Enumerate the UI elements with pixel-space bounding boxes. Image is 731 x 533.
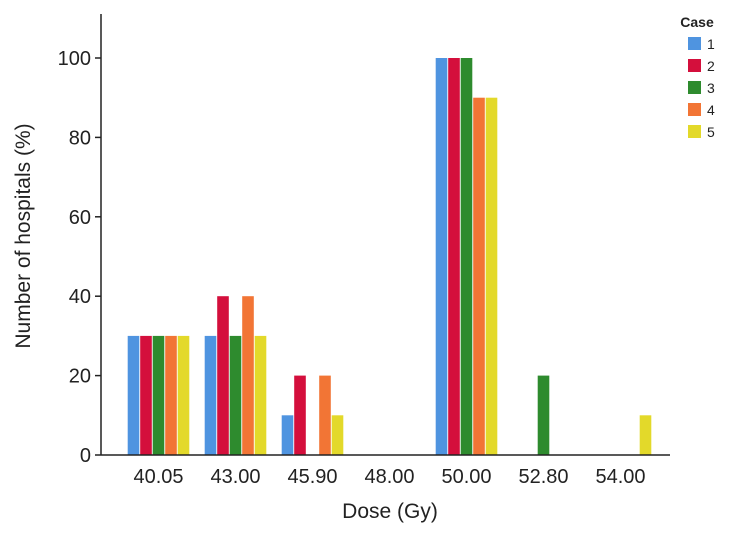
legend-label-5: 5 bbox=[707, 124, 715, 140]
legend-label-4: 4 bbox=[707, 102, 715, 118]
x-ticks: 40.05 43.00 45.90 48.00 50.00 52.80 54.00 bbox=[133, 466, 645, 488]
legend-title: Case bbox=[680, 14, 714, 30]
legend-swatch-2 bbox=[688, 59, 701, 72]
x-axis-title: Dose (Gy) bbox=[342, 500, 438, 523]
bar-40.05-case-1 bbox=[127, 335, 140, 455]
x-tick-label: 40.05 bbox=[133, 466, 183, 488]
x-tick-label: 45.90 bbox=[287, 466, 337, 488]
bar-54.00-case-5 bbox=[639, 415, 652, 455]
y-tick-label: 60 bbox=[69, 207, 91, 229]
x-tick-label: 54.00 bbox=[595, 466, 645, 488]
x-tick-label: 50.00 bbox=[441, 466, 491, 488]
bar-50.00-case-4 bbox=[473, 97, 485, 455]
x-tick-label: 43.00 bbox=[210, 466, 260, 488]
y-tick-label: 100 bbox=[58, 48, 91, 70]
bar-43.00-case-4 bbox=[242, 296, 254, 455]
y-tick-label: 20 bbox=[69, 366, 91, 388]
bar-43.00-case-1 bbox=[204, 335, 217, 455]
bar-45.90-case-4 bbox=[319, 375, 331, 455]
legend-label-1: 1 bbox=[707, 36, 715, 52]
bar-45.90-case-2 bbox=[294, 375, 306, 455]
bar-40.05-case-3 bbox=[152, 335, 165, 455]
bar-43.00-case-5 bbox=[254, 335, 267, 455]
x-tick-label: 48.00 bbox=[364, 466, 414, 488]
bar-45.90-case-1 bbox=[281, 415, 294, 455]
axes-layer bbox=[100, 14, 670, 456]
legend-swatch-4 bbox=[688, 103, 701, 116]
legend-swatch-5 bbox=[688, 125, 701, 138]
bar-50.00-case-2 bbox=[448, 58, 460, 455]
bar-52.80-case-3 bbox=[537, 375, 550, 455]
bar-50.00-case-1 bbox=[435, 58, 448, 455]
bar-40.05-case-4 bbox=[165, 335, 177, 455]
legend: Case 1 2 3 4 5 bbox=[680, 14, 715, 140]
bars-layer bbox=[127, 58, 652, 455]
legend-items: 1 2 3 4 5 bbox=[688, 36, 715, 140]
y-tick-label: 80 bbox=[69, 127, 91, 149]
bar-43.00-case-3 bbox=[229, 335, 242, 455]
legend-swatch-3 bbox=[688, 81, 701, 94]
bar-40.05-case-2 bbox=[140, 335, 152, 455]
y-axis-title: Number of hospitals (%) bbox=[12, 123, 35, 348]
x-tick-label: 52.80 bbox=[518, 466, 568, 488]
legend-label-3: 3 bbox=[707, 80, 715, 96]
y-tick-label: 40 bbox=[69, 286, 91, 308]
bar-50.00-case-3 bbox=[460, 58, 473, 455]
y-ticks: 0 20 40 60 80 100 bbox=[58, 48, 101, 467]
bar-40.05-case-5 bbox=[177, 335, 190, 455]
bar-45.90-case-5 bbox=[331, 415, 344, 455]
legend-label-2: 2 bbox=[707, 58, 715, 74]
bar-43.00-case-2 bbox=[217, 296, 229, 455]
legend-swatch-1 bbox=[688, 37, 701, 50]
bar-50.00-case-5 bbox=[485, 97, 498, 455]
y-tick-label: 0 bbox=[80, 445, 91, 467]
